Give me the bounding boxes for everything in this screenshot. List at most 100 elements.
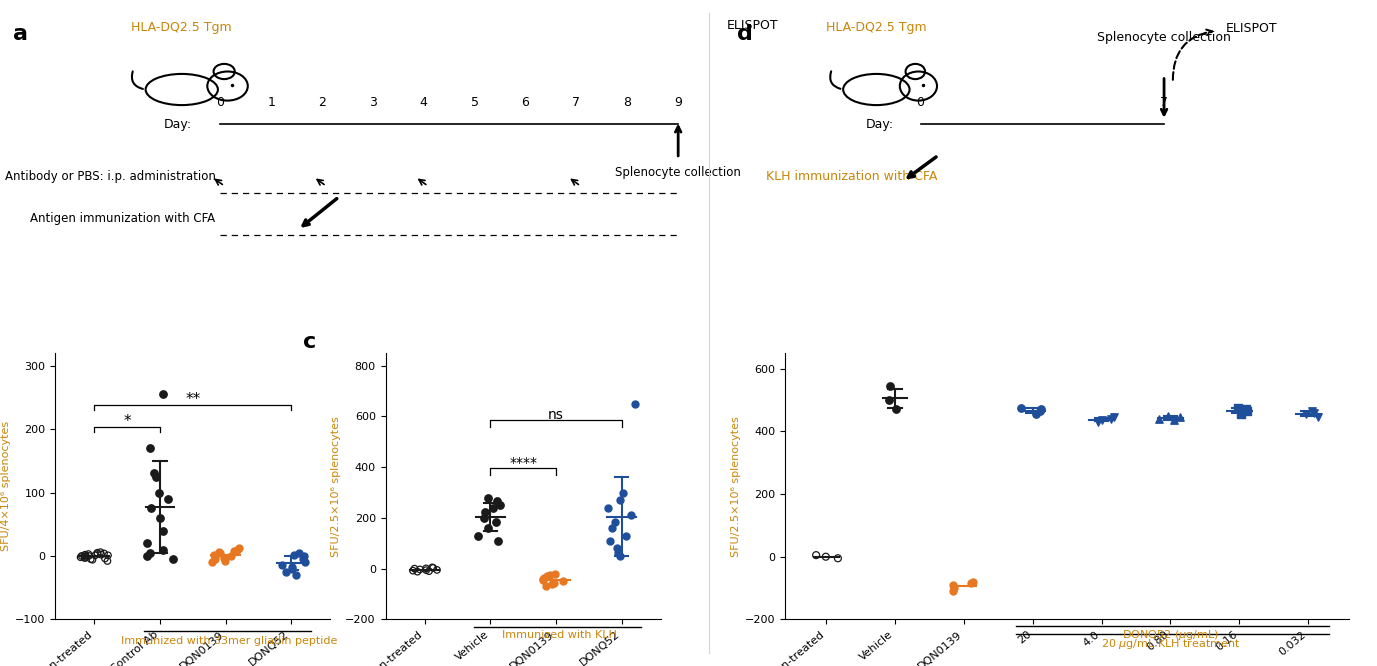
Point: [90, 547, 112, 557]
Point: [223, 545, 245, 556]
Text: 0: 0: [917, 95, 924, 109]
Point: [1029, 406, 1051, 416]
Point: [151, 525, 174, 536]
Text: *: *: [124, 414, 131, 429]
Text: Splenocyte collection: Splenocyte collection: [1097, 31, 1231, 44]
Point: [544, 568, 566, 579]
Text: 1: 1: [267, 95, 275, 109]
Text: Antigen immunization with CFA: Antigen immunization with CFA: [30, 212, 215, 224]
Point: [202, 549, 224, 560]
Point: [485, 516, 507, 527]
Text: c: c: [303, 332, 317, 352]
Point: [609, 551, 631, 561]
Point: [70, 551, 92, 561]
Point: [879, 380, 901, 391]
Point: [963, 577, 985, 587]
Point: [208, 546, 230, 557]
Point: [96, 555, 118, 566]
Point: [94, 548, 116, 559]
Point: [143, 468, 165, 479]
Point: [406, 566, 428, 577]
Point: [151, 544, 174, 555]
Point: [620, 510, 642, 521]
Point: [624, 398, 646, 409]
Point: [1024, 409, 1047, 420]
Text: a: a: [14, 24, 28, 44]
Point: [425, 565, 448, 575]
Point: [552, 576, 574, 587]
Point: [215, 555, 237, 566]
Point: [70, 552, 92, 563]
Point: [1086, 417, 1108, 428]
Point: [1169, 412, 1191, 422]
Point: [1227, 402, 1249, 413]
Point: [1009, 402, 1031, 413]
Point: [153, 389, 175, 400]
Text: Immunized with 33mer gliadin peptide: Immunized with 33mer gliadin peptide: [121, 636, 337, 646]
Point: [204, 554, 226, 565]
Point: [598, 502, 620, 513]
Point: [486, 535, 508, 546]
Point: [533, 575, 555, 585]
Point: [1164, 415, 1186, 426]
Point: [1030, 404, 1052, 415]
Text: Day:: Day:: [866, 118, 894, 131]
Y-axis label: SFU/4×10⁶ splenocytes: SFU/4×10⁶ splenocytes: [1, 421, 11, 551]
Point: [877, 395, 899, 406]
Text: 3: 3: [369, 95, 377, 109]
Point: [543, 577, 565, 588]
Point: [77, 549, 99, 559]
Text: 7: 7: [573, 95, 581, 109]
Text: ****: ****: [509, 456, 537, 470]
Point: [533, 572, 555, 583]
Text: 8: 8: [624, 95, 631, 109]
Point: [423, 563, 445, 573]
Point: [201, 557, 223, 567]
Point: [285, 569, 307, 580]
Text: ELISPOT: ELISPOT: [727, 19, 778, 32]
Point: [806, 550, 828, 561]
Point: [614, 530, 636, 541]
Text: DONQ52 ($\mu$g/mL): DONQ52 ($\mu$g/mL): [1122, 628, 1219, 642]
Point: [1307, 412, 1329, 422]
Point: [139, 443, 161, 454]
Point: [419, 566, 441, 577]
Point: [942, 579, 964, 590]
Point: [292, 554, 314, 565]
Point: [87, 547, 109, 558]
Point: [90, 549, 112, 560]
Point: [209, 547, 231, 558]
Point: [482, 502, 504, 513]
Text: 0: 0: [216, 95, 224, 109]
Point: [281, 562, 303, 573]
Point: [414, 563, 437, 573]
Point: [532, 573, 554, 584]
Point: [402, 565, 424, 576]
Point: [1303, 407, 1325, 418]
Point: [74, 549, 96, 560]
Text: **: **: [185, 392, 201, 407]
Text: 20 $\mu$g/mL KLH treatment: 20 $\mu$g/mL KLH treatment: [1100, 637, 1241, 651]
Point: [885, 404, 907, 415]
Text: Immunized with KLH: Immunized with KLH: [501, 630, 617, 640]
Point: [538, 569, 560, 580]
Point: [1091, 415, 1113, 426]
Text: 2: 2: [318, 95, 326, 109]
Point: [77, 551, 99, 561]
Text: 6: 6: [522, 95, 530, 109]
Point: [476, 492, 498, 503]
Text: HLA-DQ2.5 Tgm: HLA-DQ2.5 Tgm: [131, 21, 233, 34]
Point: [474, 506, 496, 517]
Point: [600, 523, 622, 533]
Point: [293, 557, 315, 567]
Point: [536, 581, 558, 591]
Point: [136, 538, 158, 549]
Point: [157, 494, 179, 504]
Point: [73, 553, 95, 563]
Point: [293, 551, 315, 561]
Point: [1147, 414, 1169, 424]
Point: [139, 547, 161, 558]
Point: [87, 549, 109, 559]
Point: [942, 586, 964, 597]
Point: [213, 553, 235, 563]
